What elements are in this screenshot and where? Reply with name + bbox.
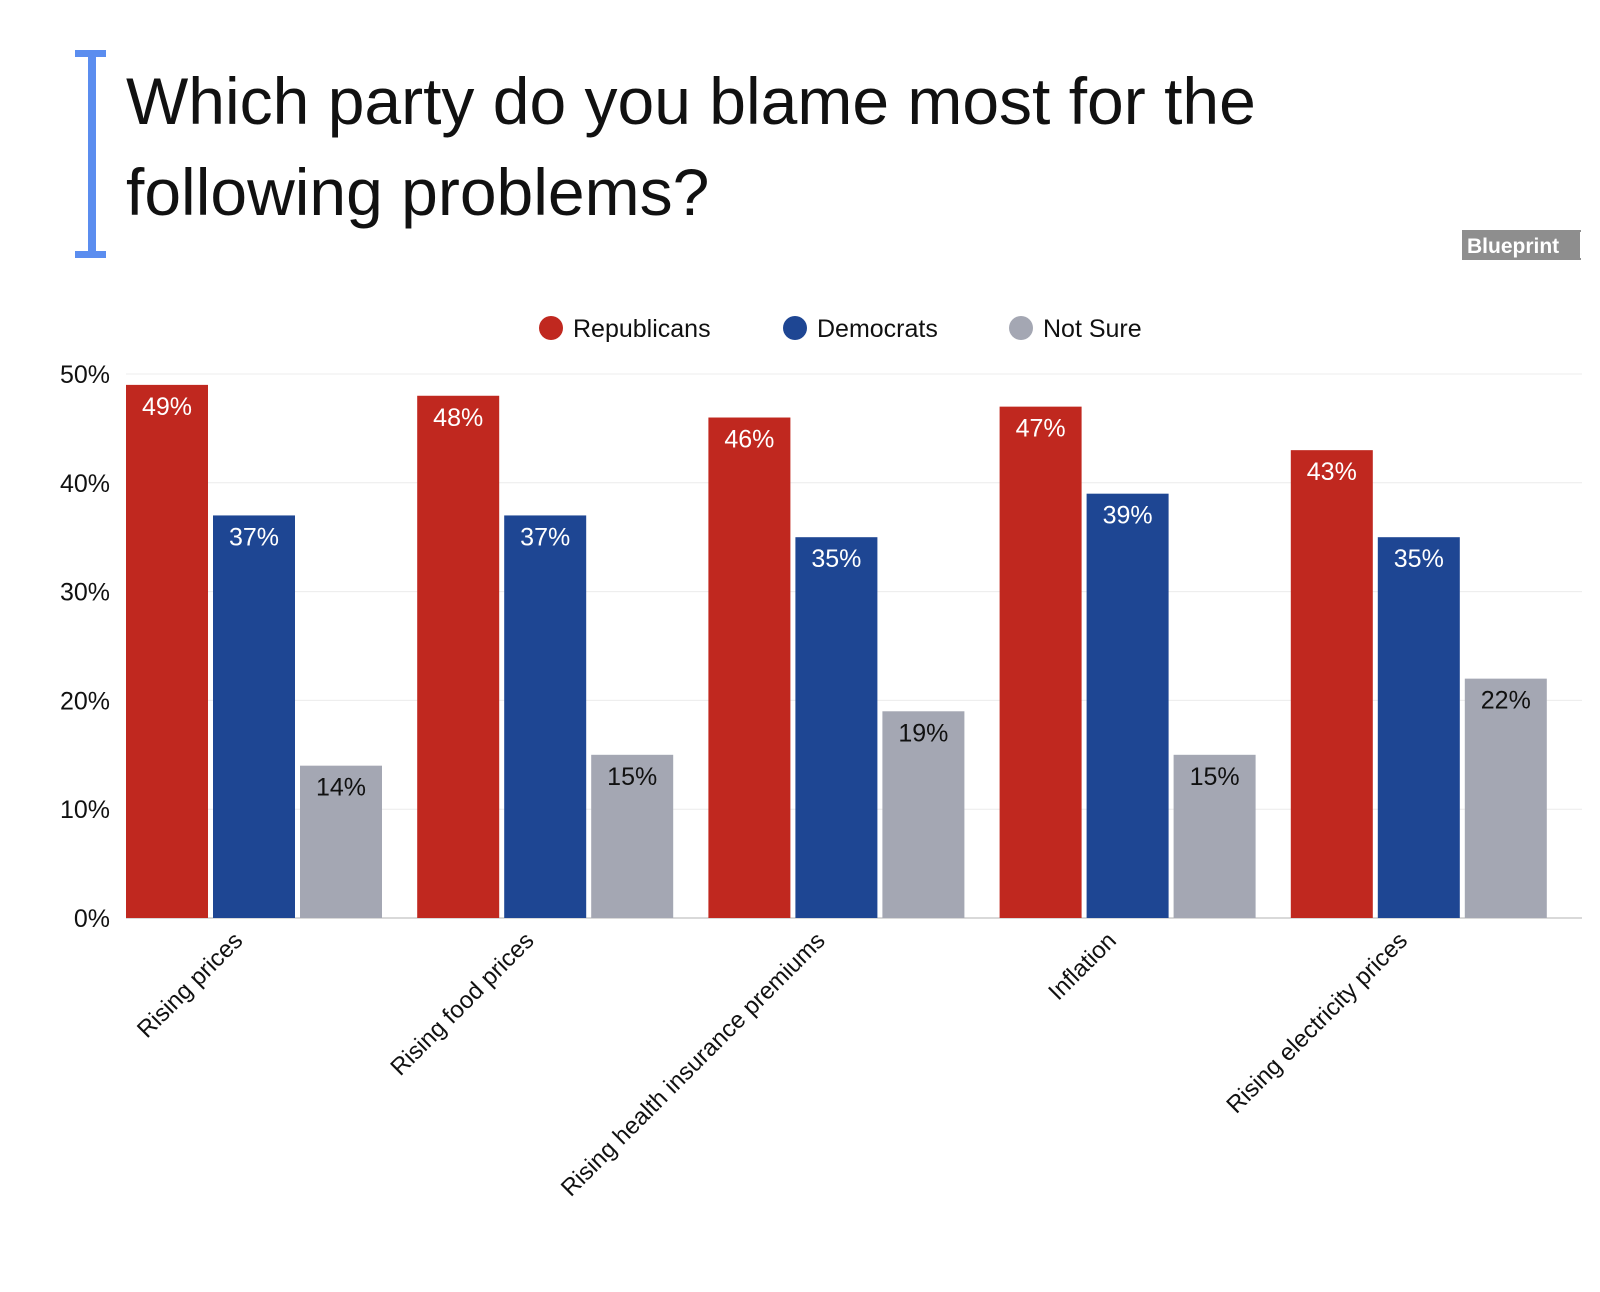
x-tick-label-rising-electricity-prices: Rising electricity prices xyxy=(1221,927,1413,1119)
legend: Republicans Democrats Not Sure xyxy=(539,315,1142,343)
x-tick-label-rising-health-insurance-premiums: Rising health insurance premiums xyxy=(556,927,831,1202)
y-tick-label-0: 0% xyxy=(74,905,110,933)
legend-label-not-sure: Not Sure xyxy=(1043,315,1142,343)
bar-democrats-rising-electricity-prices xyxy=(1377,537,1460,918)
data-label-not-sure-rising-electricity-prices: 22% xyxy=(1481,687,1531,715)
y-tick-label-20: 20% xyxy=(60,687,110,715)
data-label-not-sure-inflation: 15% xyxy=(1190,763,1240,791)
bars xyxy=(126,384,1547,918)
data-labels: 49% 37% 14% 48% 37% 15% 46% 35% 19% 47% 39% 15% 43% 3… xyxy=(142,393,1531,802)
x-tick-label-rising-food-prices: Rising food prices xyxy=(385,927,539,1081)
x-axis: Rising prices Rising food prices Rising he… xyxy=(132,927,1413,1202)
y-tick-label-30: 30% xyxy=(60,579,110,607)
chart-title-line-1: Which party do you blame most for the xyxy=(126,64,1256,138)
bar-not-sure-inflation xyxy=(1173,754,1256,918)
chart-title: Which party do you blame most for the fo… xyxy=(126,64,1274,229)
x-tick-label-rising-prices: Rising prices xyxy=(132,927,248,1043)
bar-not-sure-rising-food-prices xyxy=(591,754,674,918)
y-tick-label-10: 10% xyxy=(60,796,110,824)
bracket-stem xyxy=(88,50,96,258)
bar-republicans-rising-health-insurance-premiums xyxy=(708,417,791,918)
bar-republicans-inflation xyxy=(999,406,1082,918)
data-label-democrats-rising-prices: 37% xyxy=(229,523,279,551)
bar-not-sure-rising-electricity-prices xyxy=(1464,678,1547,918)
bar-not-sure-rising-prices xyxy=(300,765,382,918)
bracket-bottom xyxy=(75,251,106,258)
x-tick-label-inflation: Inflation xyxy=(1043,927,1122,1006)
bar-democrats-inflation xyxy=(1086,493,1169,918)
data-label-republicans-rising-prices: 49% xyxy=(142,393,192,421)
bracket-top xyxy=(75,50,106,57)
title-accent-bracket xyxy=(75,50,106,258)
bar-republicans-rising-electricity-prices xyxy=(1290,450,1373,918)
legend-swatch-republicans xyxy=(539,316,563,340)
legend-label-democrats: Democrats xyxy=(817,315,938,343)
data-label-democrats-rising-health-insurance-premiums: 35% xyxy=(811,545,861,573)
y-axis: 0% 10% 20% 30% 40% 50% xyxy=(60,361,110,933)
legend-swatch-not-sure xyxy=(1009,316,1033,340)
data-label-republicans-rising-health-insurance-premiums: 46% xyxy=(724,426,774,454)
y-tick-label-40: 40% xyxy=(60,470,110,498)
data-label-democrats-rising-electricity-prices: 35% xyxy=(1394,545,1444,573)
bar-democrats-rising-prices xyxy=(213,515,295,918)
brand-badge-cursor xyxy=(1580,232,1582,258)
data-label-not-sure-rising-food-prices: 15% xyxy=(607,763,657,791)
bar-democrats-rising-health-insurance-premiums xyxy=(795,537,878,918)
data-label-republicans-inflation: 47% xyxy=(1016,415,1066,443)
bar-republicans-rising-food-prices xyxy=(417,395,500,918)
brand-badge-background xyxy=(1462,230,1581,260)
legend-label-republicans: Republicans xyxy=(573,315,711,343)
legend-swatch-democrats xyxy=(783,316,807,340)
data-label-not-sure-rising-health-insurance-premiums: 19% xyxy=(898,719,948,747)
chart-title-line-2: following problems? xyxy=(126,155,709,229)
data-label-democrats-inflation: 39% xyxy=(1103,502,1153,530)
data-label-democrats-rising-food-prices: 37% xyxy=(520,523,570,551)
data-label-republicans-rising-food-prices: 48% xyxy=(433,404,483,432)
data-label-not-sure-rising-prices: 14% xyxy=(316,774,366,802)
y-tick-label-50: 50% xyxy=(60,361,110,389)
brand-badge: Blueprint xyxy=(1462,230,1582,260)
brand-badge-label: Blueprint xyxy=(1467,235,1559,258)
data-label-republicans-rising-electricity-prices: 43% xyxy=(1307,458,1357,486)
bar-not-sure-rising-health-insurance-premiums xyxy=(882,711,965,918)
bar-democrats-rising-food-prices xyxy=(504,515,587,918)
bar-republicans-rising-prices xyxy=(126,384,208,918)
